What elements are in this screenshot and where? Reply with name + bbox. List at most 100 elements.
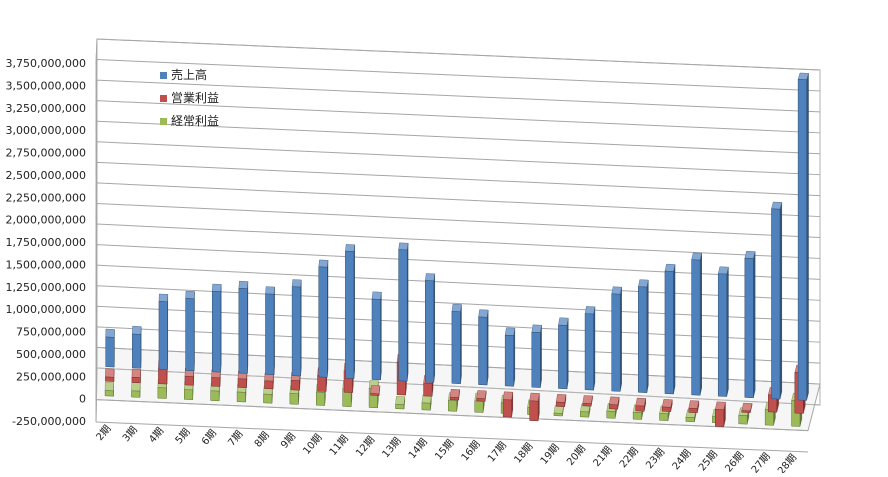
- bar-sales: [186, 291, 195, 371]
- y-tick-label: 500,000,000: [16, 348, 86, 361]
- bar-top-face: [265, 287, 274, 295]
- bar-front-face: [159, 301, 168, 369]
- bar-front-face: [424, 383, 432, 396]
- bar-top-face: [105, 382, 114, 391]
- bar-front-face: [345, 251, 354, 378]
- y-tick-label: 1,250,000,000: [6, 281, 86, 294]
- bar-top-face: [372, 292, 381, 300]
- bar-sales: [585, 306, 595, 390]
- bar-front-face: [475, 401, 483, 413]
- bar-front-face: [292, 287, 301, 376]
- bar-front-face: [105, 377, 113, 382]
- bar-operating-profit: [264, 373, 273, 389]
- bar-front-face: [686, 417, 694, 422]
- bar-top-face: [503, 392, 513, 400]
- bar-top-face: [319, 260, 328, 267]
- x-tick-label: 25期: [696, 448, 720, 473]
- bar-top-face: [212, 284, 221, 292]
- bar-sales: [745, 251, 755, 398]
- bar-front-face: [583, 403, 591, 406]
- bar-top-face: [556, 394, 566, 402]
- bar-top-face: [638, 280, 648, 287]
- bar-operating-profit: [742, 403, 752, 413]
- y-tick-label: 2,500,000,000: [6, 169, 86, 182]
- bar-front-face: [609, 404, 617, 409]
- bar-top-face: [345, 244, 354, 251]
- bar-front-face: [612, 294, 621, 392]
- bar-front-face: [665, 271, 674, 394]
- y-tick-label: 2,750,000,000: [6, 147, 86, 160]
- bar-front-face: [452, 311, 461, 383]
- bar-front-face: [211, 391, 219, 401]
- x-tick-label: 8期: [252, 429, 272, 449]
- bar-top-face: [371, 385, 380, 393]
- x-tick-label: 28期: [775, 452, 799, 473]
- bar-sales: [132, 326, 141, 368]
- bar-top-face: [505, 328, 515, 336]
- bar-front-face: [532, 332, 541, 387]
- bar-top-face: [530, 393, 540, 401]
- x-tick-label: 13期: [380, 435, 404, 460]
- x-tick-label: 18期: [512, 441, 536, 466]
- bar-top-face: [692, 253, 702, 260]
- y-tick-label: 3,250,000,000: [6, 102, 86, 115]
- bar-top-face: [532, 325, 542, 333]
- x-tick-label: 19期: [538, 442, 562, 467]
- bar-top-face: [612, 287, 622, 295]
- x-tick-label: 23期: [643, 446, 667, 471]
- bar-sales: [212, 284, 221, 372]
- x-tick-label: 2期: [94, 423, 114, 443]
- bar-sales: [265, 287, 274, 375]
- y-tick-label: 750,000,000: [16, 326, 86, 339]
- x-tick-label: 26期: [723, 449, 747, 473]
- bar-front-face: [185, 376, 193, 385]
- bar-operating-profit: [105, 369, 114, 382]
- x-tick-label: 3期: [120, 424, 140, 444]
- bar-front-face: [715, 409, 723, 426]
- bar-front-face: [264, 381, 272, 389]
- y-tick-label: 1,500,000,000: [6, 258, 86, 271]
- bar-sales: [718, 267, 728, 397]
- bar-top-face: [132, 369, 141, 378]
- legend-swatch: [160, 95, 167, 102]
- bar-operating-profit: [450, 389, 460, 400]
- y-tick-label: 1,000,000,000: [6, 303, 86, 316]
- bar-top-face: [583, 396, 593, 404]
- bar-top-face: [798, 73, 808, 80]
- bar-front-face: [395, 404, 403, 409]
- bar-top-face: [609, 397, 619, 405]
- bar-operating-profit: [503, 392, 513, 417]
- bar-sales: [665, 264, 675, 394]
- x-tick-label: 6期: [199, 427, 219, 447]
- legend-label: 経常利益: [171, 114, 219, 128]
- bar-front-face: [291, 380, 299, 390]
- bar-front-face: [479, 317, 488, 385]
- bar-side-face: [753, 252, 755, 398]
- bar-front-face: [556, 402, 564, 407]
- bar-front-face: [742, 411, 750, 413]
- legend-label: 売上高: [171, 67, 207, 82]
- bar-top-face: [715, 402, 725, 410]
- x-tick-label: 24期: [670, 447, 694, 472]
- bar-top-face: [477, 391, 487, 399]
- bar-top-face: [399, 243, 408, 250]
- bar-sales: [239, 281, 248, 373]
- bar-top-face: [395, 396, 404, 404]
- bar-front-face: [263, 394, 271, 403]
- bar-front-face: [689, 408, 697, 413]
- bar-operating-profit: [715, 402, 725, 427]
- bar-operating-profit: [609, 397, 619, 409]
- bar-front-face: [290, 393, 298, 404]
- bar-sales: [505, 328, 515, 387]
- bar-sales: [479, 310, 489, 385]
- bar-top-face: [662, 399, 672, 407]
- bar-front-face: [530, 401, 538, 421]
- bar-front-face: [558, 325, 567, 389]
- bar-operating-profit: [636, 398, 646, 411]
- bar-front-face: [425, 280, 434, 382]
- bar-top-face: [742, 403, 752, 411]
- x-tick-label: 5期: [173, 426, 193, 446]
- bar-sales: [319, 260, 328, 377]
